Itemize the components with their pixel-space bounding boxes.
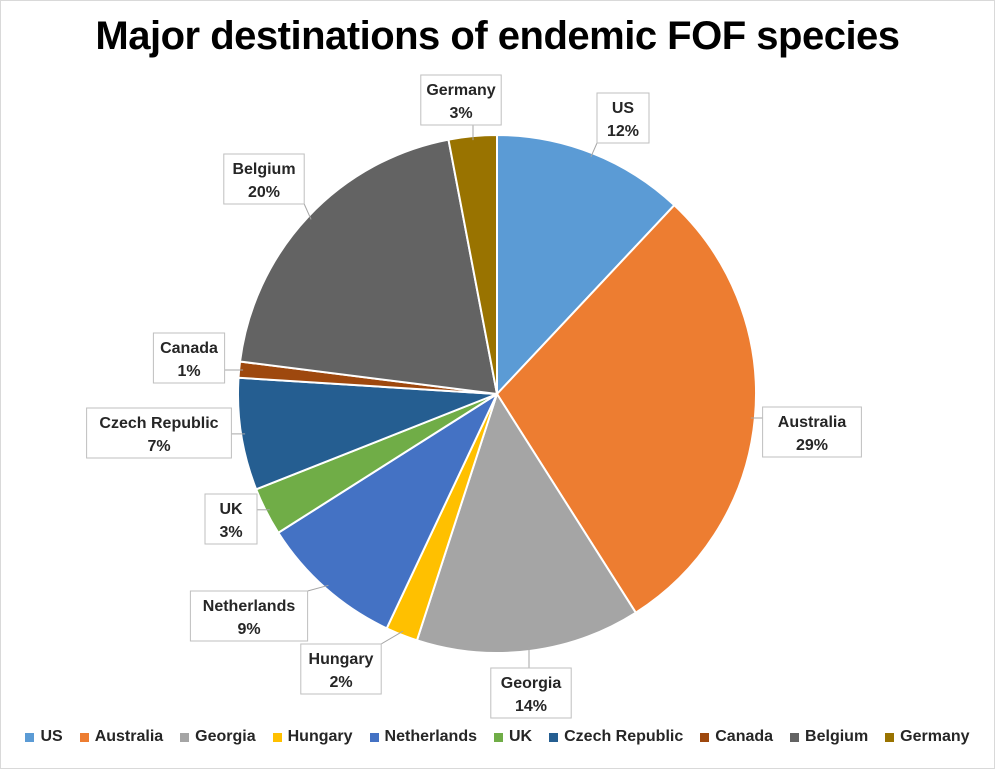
data-label-value-netherlands: 9% (237, 621, 260, 638)
data-label-value-georgia: 14% (515, 698, 547, 715)
data-label-value-belgium: 20% (248, 184, 280, 201)
legend-swatch-canada (700, 732, 710, 742)
legend-label-hungary: Hungary (287, 728, 353, 745)
data-label-category-georgia: Georgia (501, 675, 562, 692)
legend-item-germany: Germany (885, 728, 970, 746)
data-label-value-czech-republic: 7% (147, 438, 170, 455)
chart-title: Major destinations of endemic FOF specie… (95, 14, 900, 58)
legend-swatch-czech-republic (549, 732, 559, 742)
data-label-box-czech-republic (86, 407, 232, 459)
data-label-box-germany (420, 74, 502, 126)
data-label-value-canada: 1% (177, 363, 200, 380)
legend-label-georgia: Georgia (195, 728, 256, 745)
legend-label-us: US (40, 728, 63, 745)
legend-label-netherlands: Netherlands (384, 728, 477, 745)
legend-label-germany: Germany (900, 728, 970, 745)
data-label-category-uk: UK (219, 501, 243, 518)
legend-swatch-georgia (180, 732, 190, 742)
legend-item-belgium: Belgium (790, 728, 868, 746)
data-label-category-belgium: Belgium (232, 161, 295, 178)
legend-swatch-germany (885, 732, 895, 742)
legend-item-netherlands: Netherlands (369, 728, 477, 746)
data-label-box-netherlands (189, 590, 309, 642)
data-label-box-uk (204, 493, 258, 545)
legend-item-us: US (25, 728, 63, 746)
legend-label-canada: Canada (715, 728, 774, 745)
legend-swatch-belgium (790, 732, 800, 742)
data-label-box-canada (152, 332, 226, 384)
chart-legend: US Australia Georgia Hungary Netherlands UK Cz… (0, 728, 995, 746)
legend-label-australia: Australia (94, 728, 164, 745)
leader-line-hungary (380, 630, 404, 645)
legend-swatch-uk (494, 732, 503, 742)
legend-item-australia: Australia (79, 728, 164, 746)
data-label-category-canada: Canada (160, 340, 218, 357)
legend-label-belgium: Belgium (805, 728, 869, 745)
legend-swatch-hungary (272, 732, 282, 742)
pie-slice-czech-republic (237, 376, 498, 491)
data-label-category-germany: Germany (426, 82, 495, 99)
legend-item-uk: UK (494, 728, 532, 746)
legend-item-czech-republic: Czech Republic (549, 728, 683, 746)
data-label-value-hungary: 2% (329, 674, 352, 691)
data-label-box-us (596, 92, 650, 144)
data-label-category-netherlands: Netherlands (203, 598, 296, 615)
data-label-category-hungary: Hungary (309, 651, 374, 668)
data-label-box-georgia (490, 667, 572, 719)
data-label-category-australia: Australia (778, 414, 847, 431)
data-label-value-australia: 29% (796, 437, 828, 454)
legend-label-uk: UK (509, 728, 533, 745)
pie-slice-belgium (238, 138, 499, 396)
legend-item-canada: Canada (700, 728, 773, 746)
leader-line-us (590, 142, 598, 158)
data-label-value-us: 12% (607, 123, 639, 140)
legend-swatch-us (25, 732, 35, 742)
legend-swatch-netherlands (369, 732, 379, 742)
data-label-box-hungary (300, 643, 382, 695)
leader-line-netherlands (307, 584, 329, 592)
data-label-category-czech-republic: Czech Republic (99, 415, 218, 432)
legend-item-hungary: Hungary (272, 728, 353, 746)
data-label-value-germany: 3% (449, 105, 472, 122)
data-label-box-australia (762, 406, 862, 458)
data-label-box-belgium (223, 153, 305, 205)
leader-line-belgium (303, 203, 312, 220)
legend-swatch-australia (79, 732, 89, 742)
legend-item-georgia: Georgia (180, 728, 256, 746)
data-label-value-uk: 3% (219, 524, 242, 541)
pie-slice-netherlands (276, 391, 500, 630)
legend-label-czech-republic: Czech Republic (564, 728, 684, 745)
data-label-category-us: US (612, 100, 635, 117)
